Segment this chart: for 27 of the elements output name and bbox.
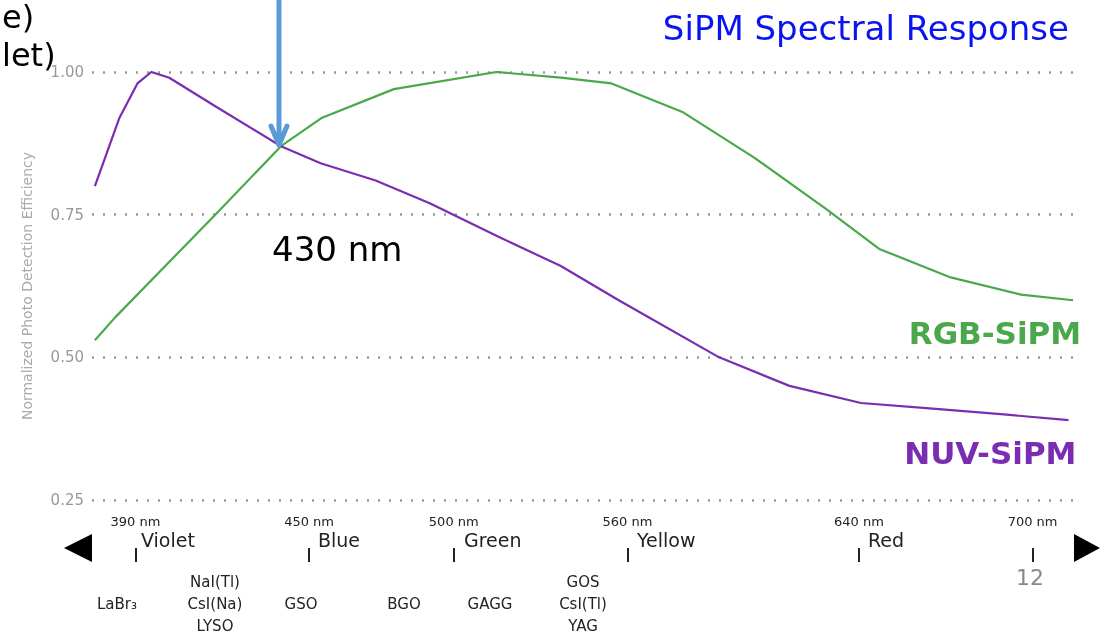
x-tick-label: 390 nm bbox=[110, 514, 161, 529]
text: GSO bbox=[284, 595, 318, 613]
series-label: RGB-SiPM bbox=[908, 314, 1082, 351]
x-tick-label: 500 nm bbox=[428, 514, 479, 529]
text: Red bbox=[868, 529, 905, 551]
text: Green bbox=[464, 529, 522, 551]
x-tick-label: 640 nm bbox=[834, 514, 884, 529]
y-tick-label: 0.25 bbox=[50, 491, 84, 509]
text: LaBr₃ bbox=[96, 595, 138, 613]
annotation: 430 nm bbox=[272, 229, 403, 269]
y-tick-label: 0.50 bbox=[50, 348, 84, 367]
y-tick-label: 0.75 bbox=[50, 205, 84, 224]
y-axis-title: Normalized Photo Detection Efficiency bbox=[19, 151, 35, 421]
text: e) bbox=[2, 0, 35, 36]
series-label: NUV-SiPM bbox=[904, 434, 1077, 471]
text: Blue bbox=[318, 529, 361, 551]
text: BGO bbox=[387, 595, 421, 613]
text: 12 bbox=[1016, 564, 1044, 590]
chart-title: SiPM Spectral Response bbox=[662, 8, 1069, 48]
text: NaI(Tl) CsI(Na) LYSO bbox=[187, 573, 243, 634]
x-tick-label: 450 nm bbox=[284, 514, 334, 529]
x-tick-label: 700 nm bbox=[1007, 514, 1058, 529]
x-tick-label: 560 nm bbox=[602, 514, 653, 529]
text: Violet bbox=[141, 529, 195, 551]
text: Yellow bbox=[636, 529, 696, 551]
text: GAGG bbox=[467, 595, 513, 613]
text: GOS CsI(Tl) YAG bbox=[559, 573, 607, 634]
